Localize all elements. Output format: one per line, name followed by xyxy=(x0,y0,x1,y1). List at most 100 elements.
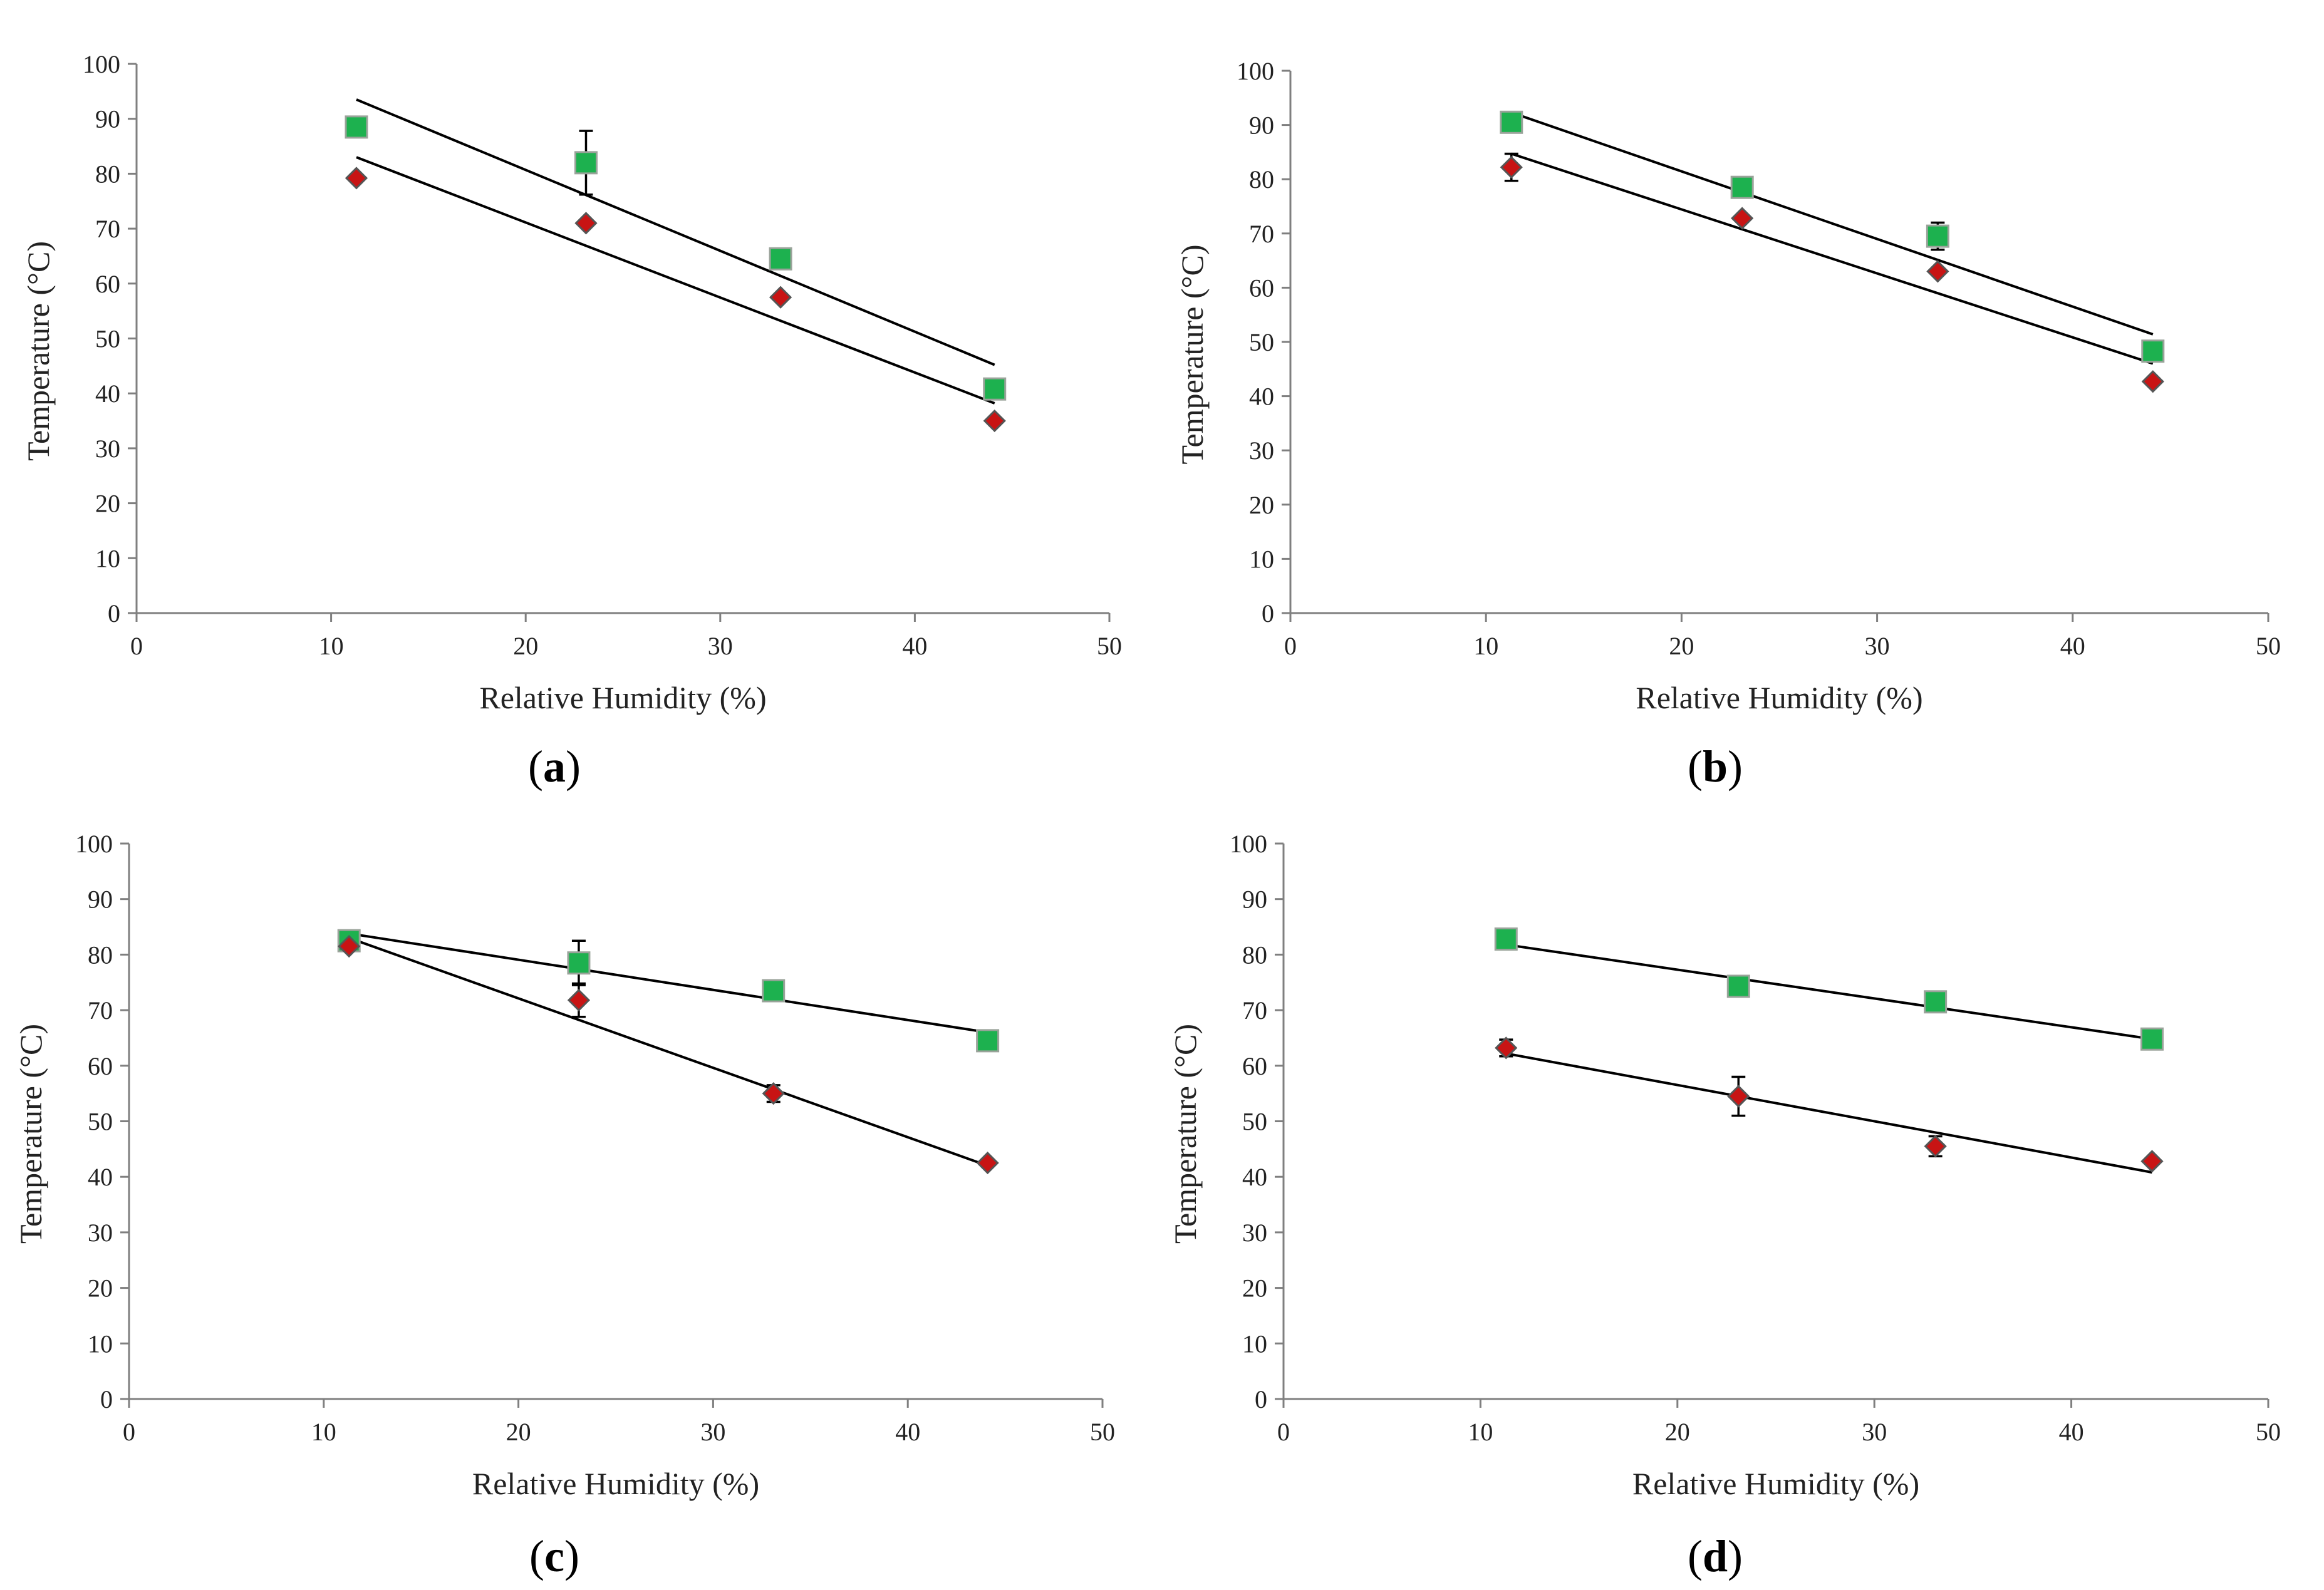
x-tick-label: 0 xyxy=(1284,632,1297,660)
y-tick-label: 50 xyxy=(95,325,120,353)
chart-panel-d: 0 10 20 30 40 50 60 70 80 90 100 0 10 20 30 40 50 Relativ… xyxy=(1168,830,2281,1581)
trend-line-diamond xyxy=(1505,1052,2152,1174)
y-tick-label: 20 xyxy=(95,490,120,518)
y-tick-label: 0 xyxy=(1262,599,1274,627)
trend-line-diamond xyxy=(1511,152,2154,365)
y-tick-label: 40 xyxy=(1249,383,1274,411)
data-point-diamond xyxy=(2140,1150,2164,1173)
trend-line-square xyxy=(356,98,995,366)
x-tick-label: 20 xyxy=(513,632,538,660)
data-point-square xyxy=(345,115,368,139)
caption-paren: ( xyxy=(1688,1531,1703,1581)
x-tick-label: 50 xyxy=(1097,632,1122,660)
data-point-diamond xyxy=(762,1082,785,1105)
y-tick-label: 80 xyxy=(1242,941,1267,969)
y-tick-label: 100 xyxy=(1237,57,1274,85)
y-tick-label: 60 xyxy=(1242,1052,1267,1080)
y-tick-label: 0 xyxy=(1255,1385,1267,1413)
x-tick-label: 50 xyxy=(2256,632,2281,660)
data-point-diamond xyxy=(1926,260,1949,283)
trend-line-diamond xyxy=(348,936,988,1167)
y-tick-label: 60 xyxy=(1249,274,1274,302)
x-tick-label: 40 xyxy=(2060,632,2085,660)
y-tick-label: 80 xyxy=(1249,165,1274,194)
x-tick-label: 0 xyxy=(123,1418,135,1446)
data-point-square xyxy=(1726,974,1750,998)
panel-caption: (d) xyxy=(1688,1531,1743,1581)
y-tick-label: 40 xyxy=(95,379,120,408)
y-tick-label: 40 xyxy=(88,1163,113,1191)
y-tick-label: 0 xyxy=(100,1385,113,1413)
chart-panel-c: 0 10 20 30 40 50 60 70 80 90 100 0 10 20 30 40 50 Relativ… xyxy=(13,830,1115,1581)
caption-letter: c xyxy=(544,1531,564,1581)
data-point-square xyxy=(1494,927,1518,951)
data-point-square xyxy=(574,151,598,175)
panel-caption: (a) xyxy=(528,741,581,792)
caption-paren: ) xyxy=(1728,1531,1743,1581)
data-point-diamond xyxy=(567,989,591,1012)
x-tick-label: 20 xyxy=(1665,1418,1690,1446)
data-point-square xyxy=(2141,339,2165,363)
x-tick-label: 40 xyxy=(2059,1418,2084,1446)
y-axis-title: Temperature (°C) xyxy=(1168,1024,1203,1244)
data-point-square xyxy=(983,377,1007,401)
x-tick-label: 10 xyxy=(1468,1418,1493,1446)
x-tick-label: 50 xyxy=(2256,1418,2281,1446)
x-tick-label: 30 xyxy=(1865,632,1890,660)
data-point-diamond xyxy=(1495,1036,1518,1060)
y-tick-label: 20 xyxy=(88,1274,113,1303)
caption-paren: ( xyxy=(528,741,543,792)
caption-paren: ) xyxy=(1728,741,1743,792)
caption-paren: ) xyxy=(564,1531,579,1581)
trend-line-square xyxy=(1505,943,2152,1041)
data-point-square xyxy=(1926,224,1949,248)
trend-line-diamond xyxy=(356,156,995,405)
caption-paren: ( xyxy=(529,1531,544,1581)
x-tick-label: 40 xyxy=(895,1418,920,1446)
x-tick-label: 10 xyxy=(311,1418,336,1446)
data-point-square xyxy=(1500,110,1523,134)
y-tick-label: 10 xyxy=(95,544,120,572)
x-axis-title: Relative Humidity (%) xyxy=(1632,1466,1919,1501)
data-point-square xyxy=(769,247,792,271)
y-tick-label: 20 xyxy=(1249,491,1274,519)
data-point-diamond xyxy=(2141,370,2164,393)
y-tick-label: 90 xyxy=(88,885,113,914)
y-tick-label: 70 xyxy=(1242,996,1267,1025)
x-tick-label: 0 xyxy=(130,632,143,660)
y-tick-label: 50 xyxy=(1249,328,1274,356)
data-point-diamond xyxy=(1727,1085,1750,1108)
y-tick-label: 60 xyxy=(95,270,120,298)
caption-letter: b xyxy=(1703,741,1728,792)
x-tick-label: 30 xyxy=(1862,1418,1887,1446)
trend-line-square xyxy=(1511,111,2154,336)
panel-caption: (c) xyxy=(529,1531,579,1581)
x-tick-label: 0 xyxy=(1277,1418,1290,1446)
y-tick-label: 100 xyxy=(1230,830,1267,858)
x-tick-label: 20 xyxy=(506,1418,531,1446)
x-tick-label: 40 xyxy=(902,632,927,660)
y-tick-label: 100 xyxy=(75,830,113,858)
data-point-diamond xyxy=(769,286,792,309)
y-tick-label: 80 xyxy=(88,941,113,969)
y-tick-label: 0 xyxy=(108,599,120,627)
data-point-square xyxy=(1924,990,1948,1014)
y-tick-label: 30 xyxy=(95,435,120,463)
y-tick-label: 30 xyxy=(88,1219,113,1247)
y-tick-label: 90 xyxy=(1242,885,1267,914)
data-point-square xyxy=(976,1029,1000,1053)
chart-panel-a: 0 10 20 30 40 50 60 70 80 90 100 0 10 20 30 40 50 Relativ… xyxy=(21,50,1122,792)
data-point-diamond xyxy=(338,934,361,958)
y-axis-title: Temperature (°C) xyxy=(1175,244,1210,464)
data-point-square xyxy=(1730,175,1754,199)
x-axis-title: Relative Humidity (%) xyxy=(1636,680,1922,715)
y-tick-label: 10 xyxy=(1242,1329,1267,1358)
y-axis-title: Temperature (°C) xyxy=(13,1024,48,1244)
data-point-diamond xyxy=(983,409,1006,433)
y-tick-label: 100 xyxy=(83,50,120,78)
y-tick-label: 10 xyxy=(1249,545,1274,573)
panel-caption: (b) xyxy=(1688,741,1743,792)
y-tick-label: 90 xyxy=(95,105,120,133)
data-point-square xyxy=(567,951,591,975)
